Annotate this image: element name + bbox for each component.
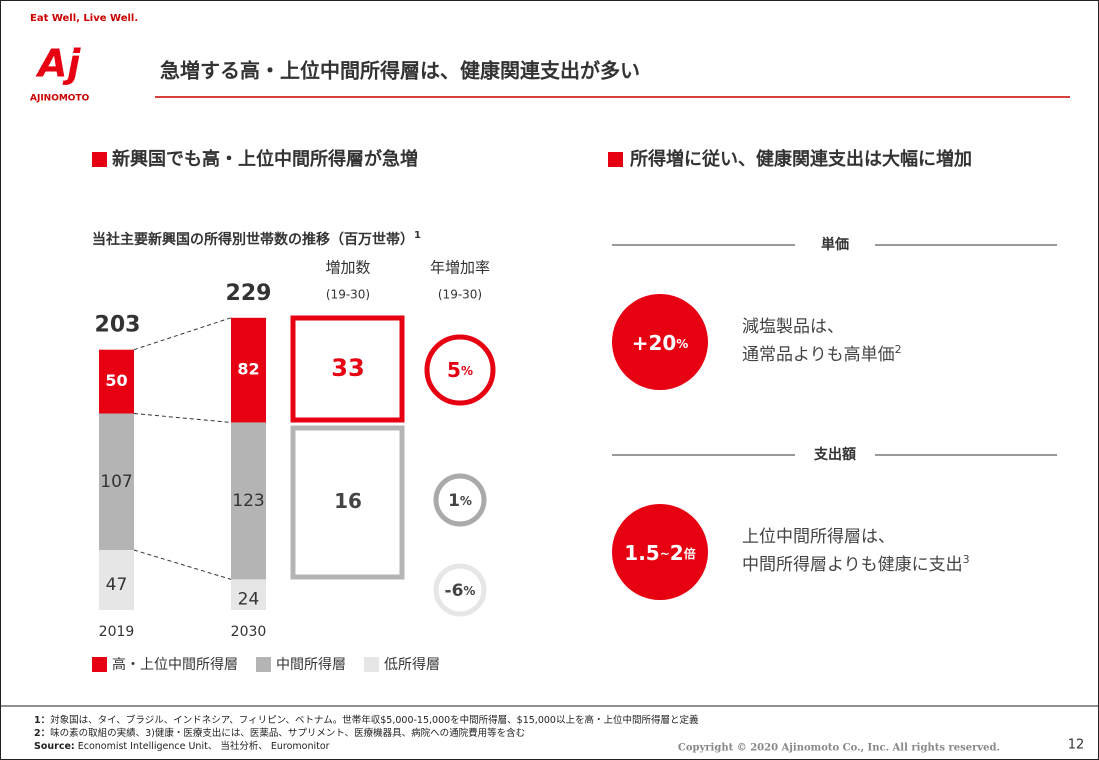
section-line: 通常品よりも高単価2	[742, 343, 902, 365]
value-label: 24	[238, 590, 260, 610]
footnote-key: 1：	[34, 715, 50, 726]
rate-number: 1	[448, 491, 460, 511]
right-panel: 単価+20%減塩製品は、通常品よりも高単価2支出額1.5~2倍上位中間所得層は、…	[612, 236, 1057, 600]
value-label: 107	[100, 472, 132, 492]
heading-marker	[608, 152, 623, 167]
legend-label: 中間所得層	[276, 656, 346, 673]
bar-segment	[99, 550, 134, 610]
count-period: (19-30)	[326, 288, 370, 302]
right-heading: 所得増に従い、健康関連支出は大幅に増加	[630, 148, 972, 170]
rate-ring	[433, 563, 487, 617]
bar-segment	[231, 422, 266, 580]
logo-mark: Aj	[35, 42, 81, 86]
rate-number: 5	[447, 358, 461, 382]
count-box	[290, 315, 405, 423]
left-heading: 新興国でも高・上位中間所得層が急増	[112, 148, 418, 170]
rate-value: -6%	[445, 581, 476, 601]
count-box	[290, 425, 405, 580]
rate-unit: %	[461, 364, 473, 378]
footnote: 2：味の素の取組の実績、3)健康・医療支出には、医薬品、サプリメント、医療機器具…	[34, 727, 525, 739]
rate-period: (19-30)	[438, 288, 482, 302]
heading-marker	[92, 152, 107, 167]
x-tick-label: 2019	[99, 624, 135, 640]
bar-segment	[99, 413, 134, 551]
tagline: Eat Well, Live Well.	[30, 13, 138, 24]
value-label: 82	[237, 360, 259, 379]
badge-part: +20	[632, 331, 677, 355]
legend-swatch	[364, 657, 379, 672]
bar-segment	[231, 317, 266, 423]
badge-part: 倍	[684, 546, 696, 561]
rate-value: 1%	[448, 491, 472, 511]
section-line: 上位中間所得層は、	[742, 527, 895, 547]
legend-label: 高・上位中間所得層	[112, 656, 238, 673]
badge-part: 1.5	[624, 541, 659, 565]
footnote-text: 味の素の取組の実績、3)健康・医療支出には、医薬品、サプリメント、医療機器具、病…	[50, 727, 525, 739]
connector	[133, 549, 232, 580]
bar-segment	[231, 579, 266, 610]
section-line: 中間所得層よりも健康に支出3	[742, 553, 970, 575]
badge-text: +20%	[632, 331, 689, 355]
chart-title-note: 1	[414, 230, 421, 241]
legend-swatch	[256, 657, 271, 672]
rate-number: -6	[445, 581, 464, 601]
footnote: Source: Economist Intelligence Unit、 当社分…	[34, 740, 330, 752]
rate-unit: %	[460, 494, 472, 508]
badge	[612, 504, 708, 600]
logo-name: AJINOMOTO	[30, 94, 90, 104]
legend-swatch	[92, 657, 107, 672]
bar-segment	[99, 349, 134, 414]
count-value: 16	[334, 489, 362, 513]
rate-label: 年増加率	[430, 259, 490, 277]
rate-ring	[424, 334, 496, 406]
section-line: 減塩製品は、	[742, 317, 844, 337]
badge-part: 2	[670, 541, 684, 565]
section-label: 支出額	[813, 446, 856, 463]
footer: Copyright © 2020 Ajinomoto Co., Inc. All…	[34, 714, 1084, 754]
value-label: 123	[232, 491, 264, 511]
badge	[612, 294, 708, 390]
footnote-key: 2：	[34, 728, 50, 739]
chart-title-text: 当社主要新興国の所得別世帯数の推移（百万世帯）	[92, 231, 414, 248]
section-note: 2	[895, 343, 902, 356]
total-label: 203	[95, 313, 141, 338]
x-tick-label: 2030	[231, 624, 267, 640]
count-value: 33	[331, 354, 364, 382]
slide-title: 急増する高・上位中間所得層は、健康関連支出が多い	[160, 59, 640, 83]
section-label: 単価	[821, 236, 849, 253]
section-note: 3	[963, 553, 970, 566]
page-number: 12	[1068, 738, 1085, 753]
footnote: 1：対象国は、タイ、ブラジル、インドネシア、フィリピン、ベトナム。世帯年収$5,…	[34, 714, 699, 726]
badge-part: %	[676, 337, 688, 351]
copyright: Copyright © 2020 Ajinomoto Co., Inc. All…	[678, 743, 1000, 754]
chart-title: 当社主要新興国の所得別世帯数の推移（百万世帯）1	[92, 230, 421, 248]
badge-text: 1.5~2倍	[624, 541, 695, 565]
total-label: 229	[226, 281, 272, 306]
rate-unit: %	[463, 584, 475, 598]
count-label: 増加数	[325, 259, 370, 277]
badge-part: ~	[660, 547, 670, 561]
section-line-text: 中間所得層よりも健康に支出	[742, 555, 963, 575]
section-line-text: 通常品よりも高単価	[742, 345, 895, 365]
rate-value: 5%	[447, 358, 473, 382]
footnote-key: Source:	[34, 741, 75, 752]
rate-ring	[433, 473, 487, 527]
legend-label: 低所得層	[384, 656, 440, 673]
connector	[133, 317, 232, 351]
footnote-text: 対象国は、タイ、ブラジル、インドネシア、フィリピン、ベトナム。世帯年収$5,00…	[50, 714, 699, 726]
footnote-text: Economist Intelligence Unit、 当社分析、 Eurom…	[75, 740, 330, 752]
value-label: 47	[106, 575, 128, 595]
value-label: 50	[105, 371, 127, 390]
connector	[133, 412, 232, 423]
